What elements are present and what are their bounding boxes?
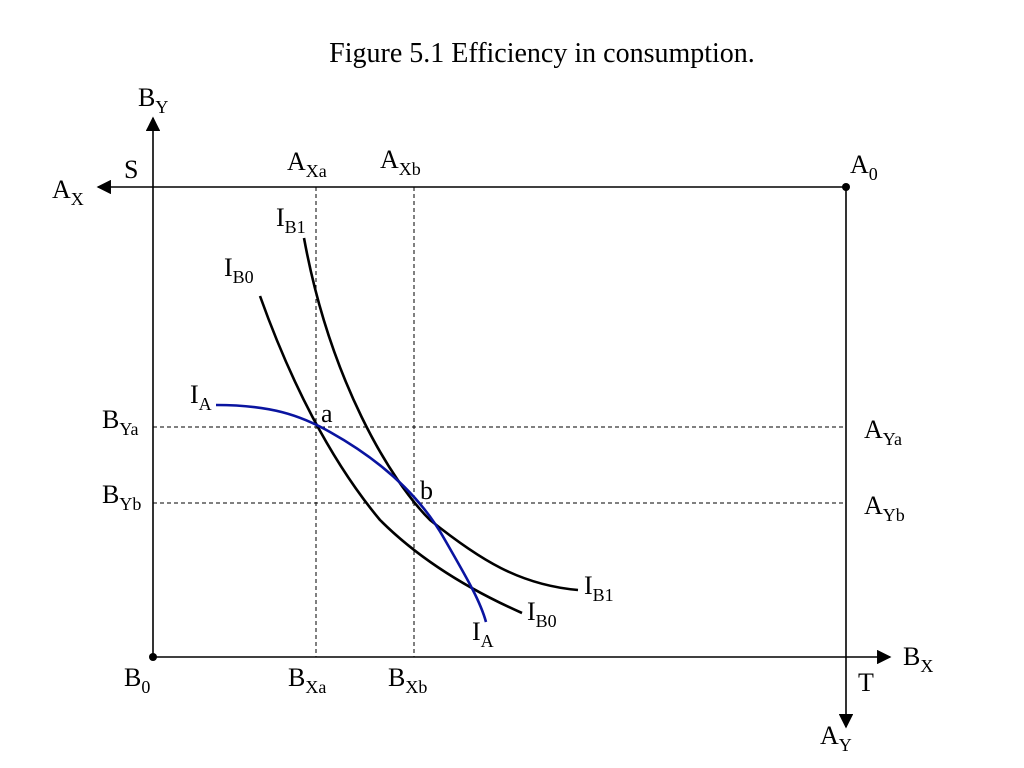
b-origin-label: B0 (124, 663, 150, 697)
a-origin-dot (842, 183, 850, 191)
ib0-top-label: IB0 (224, 253, 254, 287)
a-yb-label: AYb (864, 491, 905, 525)
b-xb-label: BXb (388, 663, 427, 697)
point-a-label: a (321, 399, 333, 428)
b-xa-label: BXa (288, 663, 326, 697)
figure-title: Figure 5.1 Efficiency in consumption. (329, 38, 755, 69)
b-yb-label: BYb (102, 480, 141, 514)
ia-curve (215, 403, 488, 623)
ib1-top-label: IB1 (276, 203, 306, 237)
a-ya-label: AYa (864, 415, 902, 449)
corner-s-label: S (124, 155, 138, 184)
ib1-curve (302, 237, 579, 592)
ib0-curve (258, 295, 523, 615)
ib1-end-label: IB1 (584, 571, 614, 605)
ib0-end-label: IB0 (527, 597, 557, 631)
a-origin-label: A0 (850, 150, 878, 184)
ia-top-label: IA (190, 380, 212, 414)
a-xb-label: AXb (380, 145, 421, 179)
corner-t-label: T (858, 668, 874, 697)
a-x-axis-label: AX (52, 175, 84, 209)
a-y-axis-label: AY (820, 721, 852, 755)
b-ya-label: BYa (102, 405, 139, 439)
point-b-label: b (420, 476, 433, 505)
b-origin-dot (149, 653, 157, 661)
ia-end-label: IA (472, 617, 494, 651)
b-x-axis-label: BX (903, 642, 933, 676)
a-xa-label: AXa (287, 147, 327, 181)
b-y-axis-label: BY (138, 83, 168, 117)
